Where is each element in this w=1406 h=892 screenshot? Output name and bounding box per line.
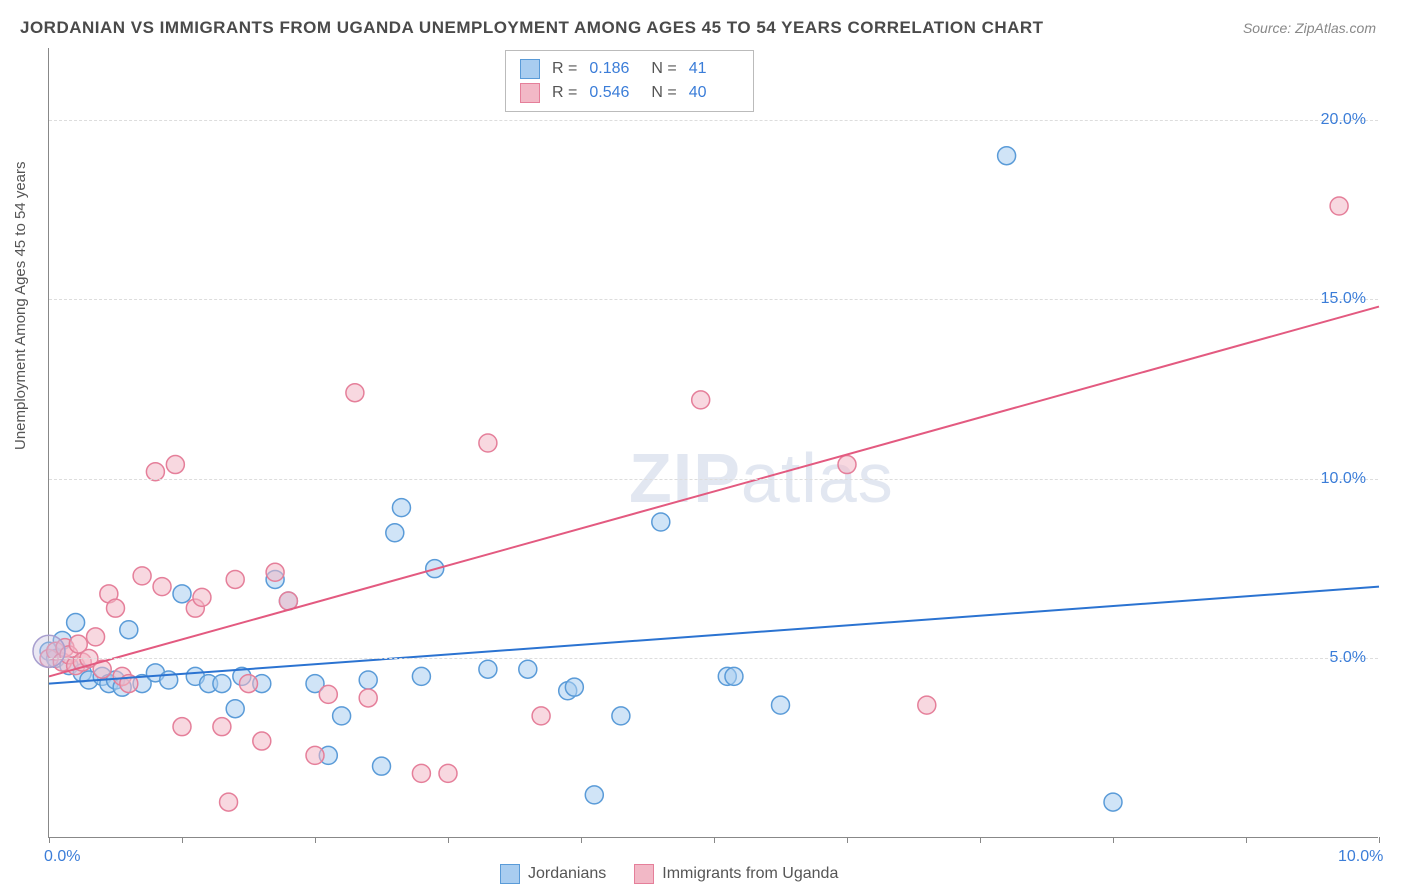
data-point: [1330, 197, 1348, 215]
stat-n-label: N =: [651, 60, 676, 78]
legend-swatch: [500, 864, 520, 884]
data-point: [412, 667, 430, 685]
gridline: [49, 299, 1378, 300]
data-point: [386, 524, 404, 542]
data-point: [166, 456, 184, 474]
data-point: [373, 757, 391, 775]
legend-item: Immigrants from Uganda: [634, 864, 838, 884]
x-tick: [49, 837, 50, 843]
data-point: [226, 570, 244, 588]
stats-row: R = 0.186 N = 41: [520, 57, 739, 81]
data-point: [565, 678, 583, 696]
x-tick: [1113, 837, 1114, 843]
data-point: [120, 621, 138, 639]
stat-n-label: N =: [651, 84, 676, 102]
data-point-large: [33, 635, 65, 667]
x-tick: [847, 837, 848, 843]
data-point: [479, 660, 497, 678]
data-point: [87, 628, 105, 646]
data-point: [838, 456, 856, 474]
data-point: [772, 696, 790, 714]
stat-r-label: R =: [552, 60, 577, 78]
x-tick: [315, 837, 316, 843]
legend-item: Jordanians: [500, 864, 606, 884]
data-point: [226, 700, 244, 718]
data-point: [319, 685, 337, 703]
x-tick: [581, 837, 582, 843]
legend-label: Immigrants from Uganda: [662, 865, 838, 883]
x-tick: [714, 837, 715, 843]
data-point: [306, 746, 324, 764]
y-tick-label: 5.0%: [1330, 649, 1366, 667]
stat-n-value: 40: [689, 84, 739, 102]
x-tick: [1379, 837, 1380, 843]
source-attribution: Source: ZipAtlas.com: [1243, 20, 1376, 36]
plot-area: ZIPatlas 5.0%10.0%15.0%20.0%: [48, 48, 1378, 838]
data-point: [220, 793, 238, 811]
x-tick: [1246, 837, 1247, 843]
data-point: [253, 732, 271, 750]
data-point: [692, 391, 710, 409]
data-point: [107, 599, 125, 617]
legend-swatch: [634, 864, 654, 884]
data-point: [266, 563, 284, 581]
data-point: [346, 384, 364, 402]
data-point: [333, 707, 351, 725]
data-point: [193, 588, 211, 606]
data-point: [173, 585, 191, 603]
data-point: [133, 567, 151, 585]
data-point: [359, 689, 377, 707]
chart-svg: [49, 48, 1378, 837]
data-point: [213, 718, 231, 736]
data-point: [439, 764, 457, 782]
stats-row: R = 0.546 N = 40: [520, 81, 739, 105]
chart-title: JORDANIAN VS IMMIGRANTS FROM UGANDA UNEM…: [20, 18, 1044, 38]
y-tick-label: 20.0%: [1321, 111, 1366, 129]
legend-swatch: [520, 83, 540, 103]
data-point: [585, 786, 603, 804]
legend-swatch: [520, 59, 540, 79]
x-tick-label: 0.0%: [44, 848, 80, 866]
data-point: [612, 707, 630, 725]
regression-line: [49, 307, 1379, 677]
data-point: [153, 578, 171, 596]
gridline: [49, 658, 1378, 659]
stat-r-value: 0.186: [589, 60, 639, 78]
data-point: [392, 499, 410, 517]
data-point: [998, 147, 1016, 165]
x-tick: [980, 837, 981, 843]
regression-line: [49, 587, 1379, 684]
data-point: [213, 675, 231, 693]
data-point: [173, 718, 191, 736]
data-point: [652, 513, 670, 531]
stat-r-value: 0.546: [589, 84, 639, 102]
y-tick-label: 15.0%: [1321, 290, 1366, 308]
x-tick: [182, 837, 183, 843]
y-tick-label: 10.0%: [1321, 470, 1366, 488]
data-point: [918, 696, 936, 714]
gridline: [49, 479, 1378, 480]
x-tick: [448, 837, 449, 843]
gridline: [49, 120, 1378, 121]
y-axis-label: Unemployment Among Ages 45 to 54 years: [12, 161, 29, 450]
data-point: [725, 667, 743, 685]
bottom-legend: Jordanians Immigrants from Uganda: [500, 864, 838, 884]
data-point: [412, 764, 430, 782]
stats-legend-box: R = 0.186 N = 41 R = 0.546 N = 40: [505, 50, 754, 112]
data-point: [67, 614, 85, 632]
data-point: [359, 671, 377, 689]
data-point: [1104, 793, 1122, 811]
data-point: [479, 434, 497, 452]
legend-label: Jordanians: [528, 865, 606, 883]
stat-n-value: 41: [689, 60, 739, 78]
data-point: [532, 707, 550, 725]
data-point: [519, 660, 537, 678]
stat-r-label: R =: [552, 84, 577, 102]
x-tick-label: 10.0%: [1338, 848, 1383, 866]
data-point: [240, 675, 258, 693]
